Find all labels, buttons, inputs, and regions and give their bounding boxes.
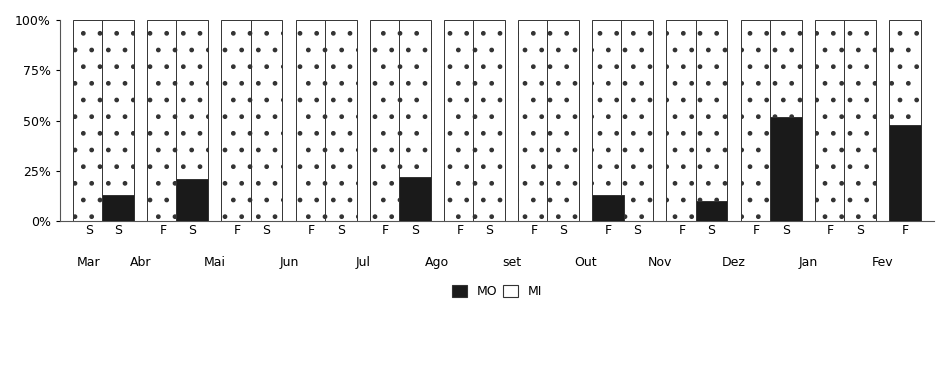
Bar [177,179,208,221]
Bar [518,20,549,221]
Bar [889,20,921,221]
Bar [889,124,921,221]
Text: Dez: Dez [722,256,746,269]
Bar [296,20,327,221]
Text: Out: Out [574,256,597,269]
Bar [444,20,475,221]
Bar [592,195,624,221]
Bar [325,20,357,221]
Bar [548,20,579,221]
Bar [770,117,802,221]
Bar [770,20,802,221]
Bar [251,20,283,221]
Bar [815,20,847,221]
Bar [399,20,431,221]
Bar [740,20,772,221]
Text: Jan: Jan [798,256,818,269]
Text: Fev: Fev [871,256,893,269]
Bar [147,20,179,221]
Bar [696,201,727,221]
Text: Nov: Nov [647,256,672,269]
Bar [622,20,653,221]
Bar [696,20,727,221]
Text: Mai: Mai [204,256,226,269]
Bar [102,195,134,221]
Bar [399,177,431,221]
Text: Ago: Ago [425,256,450,269]
Legend: MO, MI: MO, MI [447,280,547,303]
Bar [73,20,105,221]
Text: Jun: Jun [279,256,299,269]
Bar [474,20,505,221]
Bar [370,20,401,221]
Bar [221,20,253,221]
Text: Abr: Abr [130,256,152,269]
Bar [592,20,624,221]
Text: Jul: Jul [356,256,371,269]
Text: Mar: Mar [77,256,101,269]
Bar [666,20,698,221]
Text: set: set [502,256,521,269]
Bar [102,20,134,221]
Bar [177,20,208,221]
Bar [844,20,876,221]
